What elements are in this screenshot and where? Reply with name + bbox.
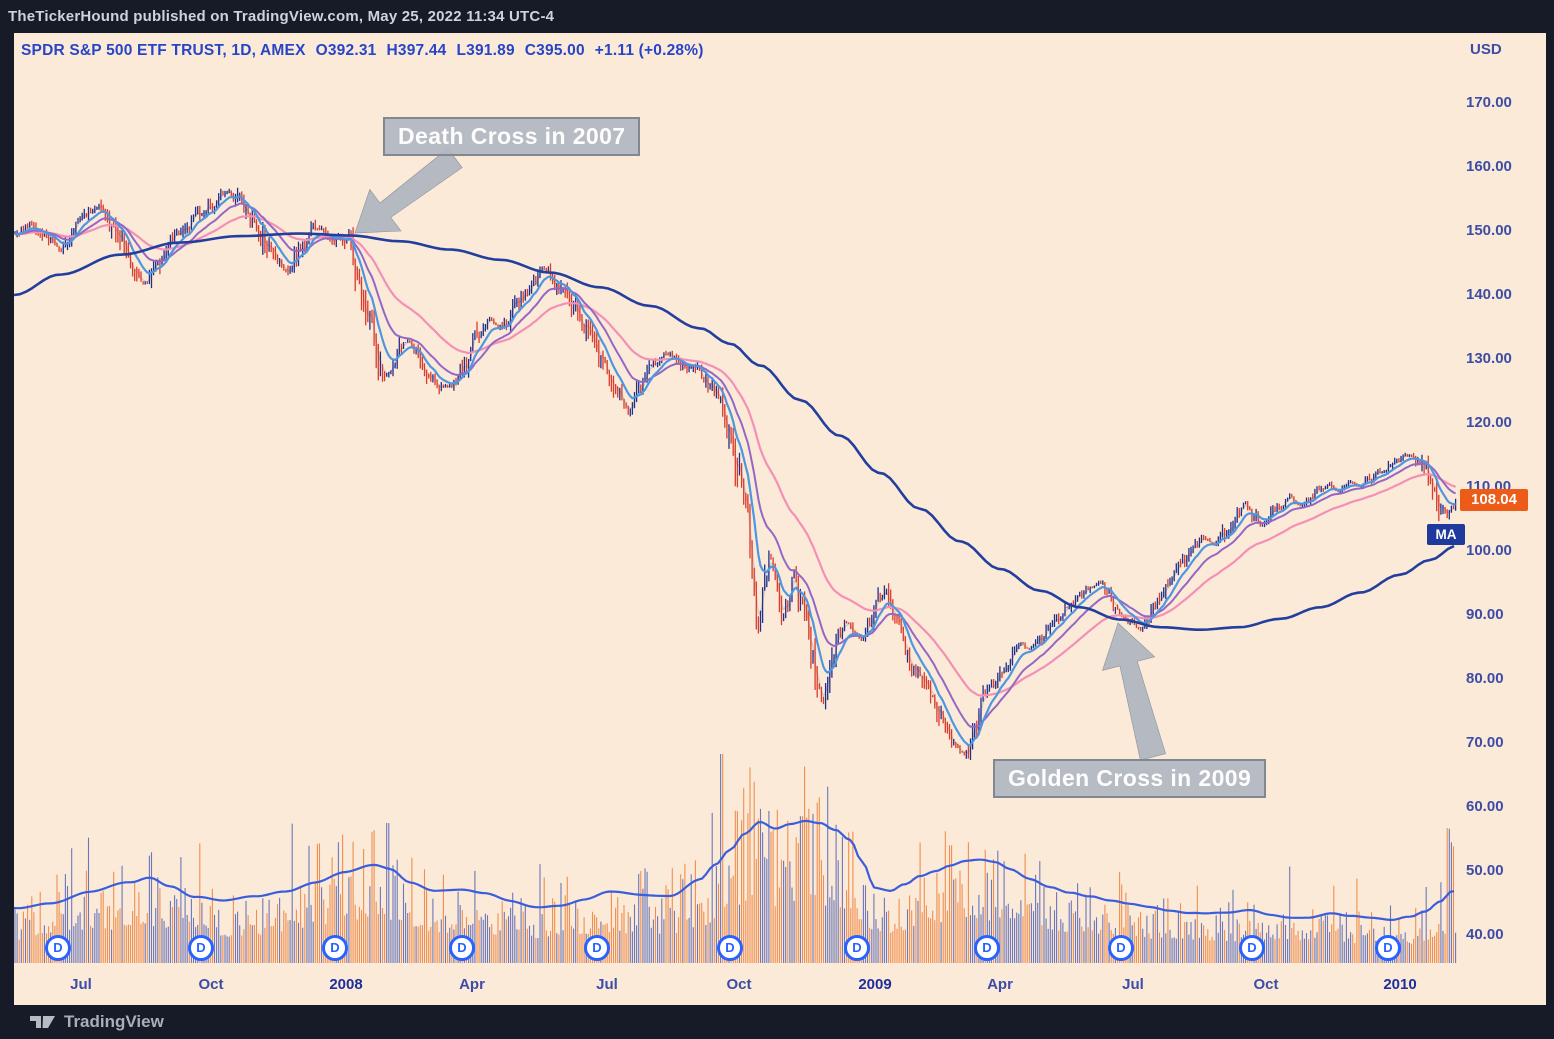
price-axis-label: 150.00	[1466, 222, 1512, 239]
tradingview-logo-icon	[30, 1016, 55, 1028]
dividend-marker[interactable]: D	[45, 935, 71, 961]
ohlc-high: H397.44	[386, 42, 447, 59]
chart-panel: SPDR S&P 500 ETF TRUST, 1D, AMEX O392.31 H…	[14, 33, 1546, 1005]
symbol-header: SPDR S&P 500 ETF TRUST, 1D, AMEX O392.31 H…	[21, 42, 714, 60]
dividend-marker[interactable]: D	[188, 935, 214, 961]
time-axis-label: Oct	[1253, 976, 1279, 993]
dividend-marker[interactable]: D	[1108, 935, 1134, 961]
symbol-name: SPDR S&P 500 ETF TRUST, 1D, AMEX	[21, 42, 306, 59]
dividend-marker[interactable]: D	[1239, 935, 1265, 961]
price-axis-label: 60.00	[1466, 798, 1504, 815]
death-cross-label: Death Cross in 2007	[383, 117, 641, 156]
time-axis-label: 2010	[1383, 976, 1417, 993]
time-axis-label: Jul	[596, 976, 618, 993]
time-axis-label: Apr	[987, 976, 1013, 993]
time-axis-label: 2008	[329, 976, 363, 993]
price-axis-label: 80.00	[1466, 670, 1504, 687]
tradingview-logo[interactable]: TradingView	[30, 1012, 164, 1032]
ma200-tag: MA	[1427, 524, 1465, 545]
time-axis-label: Apr	[459, 976, 485, 993]
time-axis-label: Oct	[726, 976, 752, 993]
time-axis-label: Jul	[1122, 976, 1144, 993]
time-axis-label: 2009	[858, 976, 892, 993]
tradingview-logo-text: TradingView	[64, 1012, 164, 1031]
dividend-marker[interactable]: D	[449, 935, 475, 961]
volume-ma-line	[14, 819, 1455, 921]
price-axis-label: 90.00	[1466, 606, 1504, 623]
moving-average-lines	[14, 195, 1457, 747]
time-axis-label: Oct	[198, 976, 224, 993]
footer-bar: TradingView	[0, 1005, 1554, 1039]
dividend-marker[interactable]: D	[1375, 935, 1401, 961]
price-axis-label: 50.00	[1466, 862, 1504, 879]
golden-cross-arrow	[1102, 622, 1166, 761]
attribution-bar: TheTickerHound published on TradingView.…	[8, 8, 555, 25]
dividend-marker[interactable]: D	[322, 935, 348, 961]
price-axis-label: 130.00	[1466, 350, 1512, 367]
ohlc-open: O392.31	[315, 42, 377, 59]
time-axis-label: Jul	[70, 976, 92, 993]
price-candles	[14, 187, 1457, 760]
dividend-marker[interactable]: D	[974, 935, 1000, 961]
annotation-arrows	[354, 147, 1166, 761]
ohlc-close: C395.00	[524, 42, 585, 59]
price-axis-label: 140.00	[1466, 286, 1512, 303]
price-axis-label: 40.00	[1466, 926, 1504, 943]
last-price-tag: 108.04	[1460, 489, 1528, 511]
currency-label: USD	[1470, 41, 1502, 58]
dividend-marker[interactable]: D	[844, 935, 870, 961]
price-axis-label: 160.00	[1466, 158, 1512, 175]
death-cross-arrow	[354, 147, 463, 234]
price-axis-label: 170.00	[1466, 94, 1512, 111]
price-axis-label: 70.00	[1466, 734, 1504, 751]
price-axis-label: 120.00	[1466, 414, 1512, 431]
chart-canvas[interactable]	[14, 33, 1546, 1005]
price-change: +1.11 (+0.28%)	[594, 42, 704, 59]
dividend-marker[interactable]: D	[717, 935, 743, 961]
ohlc-low: L391.89	[456, 42, 515, 59]
golden-cross-label: Golden Cross in 2009	[993, 759, 1267, 798]
dividend-marker[interactable]: D	[584, 935, 610, 961]
price-axis-label: 100.00	[1466, 542, 1512, 559]
